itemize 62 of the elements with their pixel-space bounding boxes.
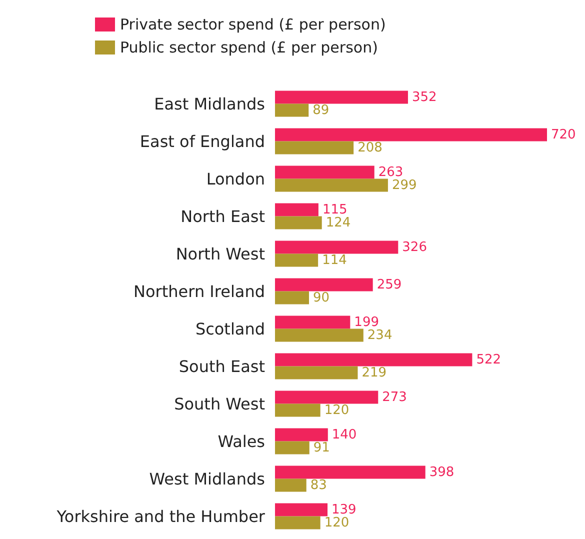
data-label: 263 xyxy=(378,164,404,180)
bar xyxy=(275,240,398,254)
bar xyxy=(275,328,364,342)
data-label: 522 xyxy=(476,352,502,368)
legend-label: Private sector spend (£ per person) xyxy=(120,16,386,34)
bar xyxy=(275,203,318,216)
bar xyxy=(275,366,358,380)
data-label: 720 xyxy=(551,127,576,142)
data-label: 91 xyxy=(313,440,330,456)
bar xyxy=(275,478,306,492)
bar xyxy=(275,166,374,179)
data-label: 352 xyxy=(412,90,437,105)
y-tick-label: North East xyxy=(180,206,265,226)
bar xyxy=(275,254,318,267)
y-tick-label: South West xyxy=(174,394,265,414)
bar xyxy=(275,503,328,516)
data-label: 120 xyxy=(324,402,350,418)
bar xyxy=(275,291,309,304)
bar xyxy=(275,128,547,142)
data-label: 89 xyxy=(312,102,330,118)
y-tick-label: Wales xyxy=(218,432,265,451)
bar xyxy=(275,390,378,404)
data-label: 140 xyxy=(332,427,357,442)
y-tick-label: South East xyxy=(178,356,265,376)
data-label: 83 xyxy=(310,478,327,493)
data-label: 219 xyxy=(362,365,387,380)
bar xyxy=(275,516,320,530)
data-label: 398 xyxy=(429,464,454,480)
y-tick-label: Yorkshire and the Humber xyxy=(56,506,266,526)
data-label: 326 xyxy=(402,240,427,255)
y-tick-label: North West xyxy=(176,244,265,264)
data-label: 124 xyxy=(326,215,351,230)
bar xyxy=(275,353,472,366)
data-label: 199 xyxy=(354,314,380,330)
data-label: 259 xyxy=(376,277,402,292)
bar xyxy=(275,428,328,442)
legend-label: Public sector spend (£ per person) xyxy=(120,38,378,56)
bar xyxy=(275,141,354,154)
bar xyxy=(275,316,350,329)
y-tick-label: London xyxy=(206,169,265,188)
y-tick-label: Northern Ireland xyxy=(134,282,265,301)
bar xyxy=(275,104,309,117)
data-label: 208 xyxy=(358,140,382,156)
bar xyxy=(275,178,388,192)
bar xyxy=(275,404,320,417)
y-tick-label: East of England xyxy=(140,132,265,151)
data-label: 273 xyxy=(382,390,407,405)
y-tick-label: East Midlands xyxy=(154,94,265,114)
data-label: 115 xyxy=(322,202,348,218)
data-label: 139 xyxy=(332,502,356,518)
bar xyxy=(275,278,373,292)
y-tick-label: West Midlands xyxy=(149,469,265,488)
data-label: 90 xyxy=(313,290,330,306)
y-tick-label: Scotland xyxy=(195,319,265,338)
data-label: 299 xyxy=(392,178,417,193)
data-label: 234 xyxy=(367,328,392,343)
bar xyxy=(275,441,310,454)
data-label: 114 xyxy=(322,252,347,268)
data-label: 120 xyxy=(324,515,350,530)
bar xyxy=(275,216,322,230)
bar xyxy=(275,90,408,104)
bar xyxy=(275,466,426,479)
